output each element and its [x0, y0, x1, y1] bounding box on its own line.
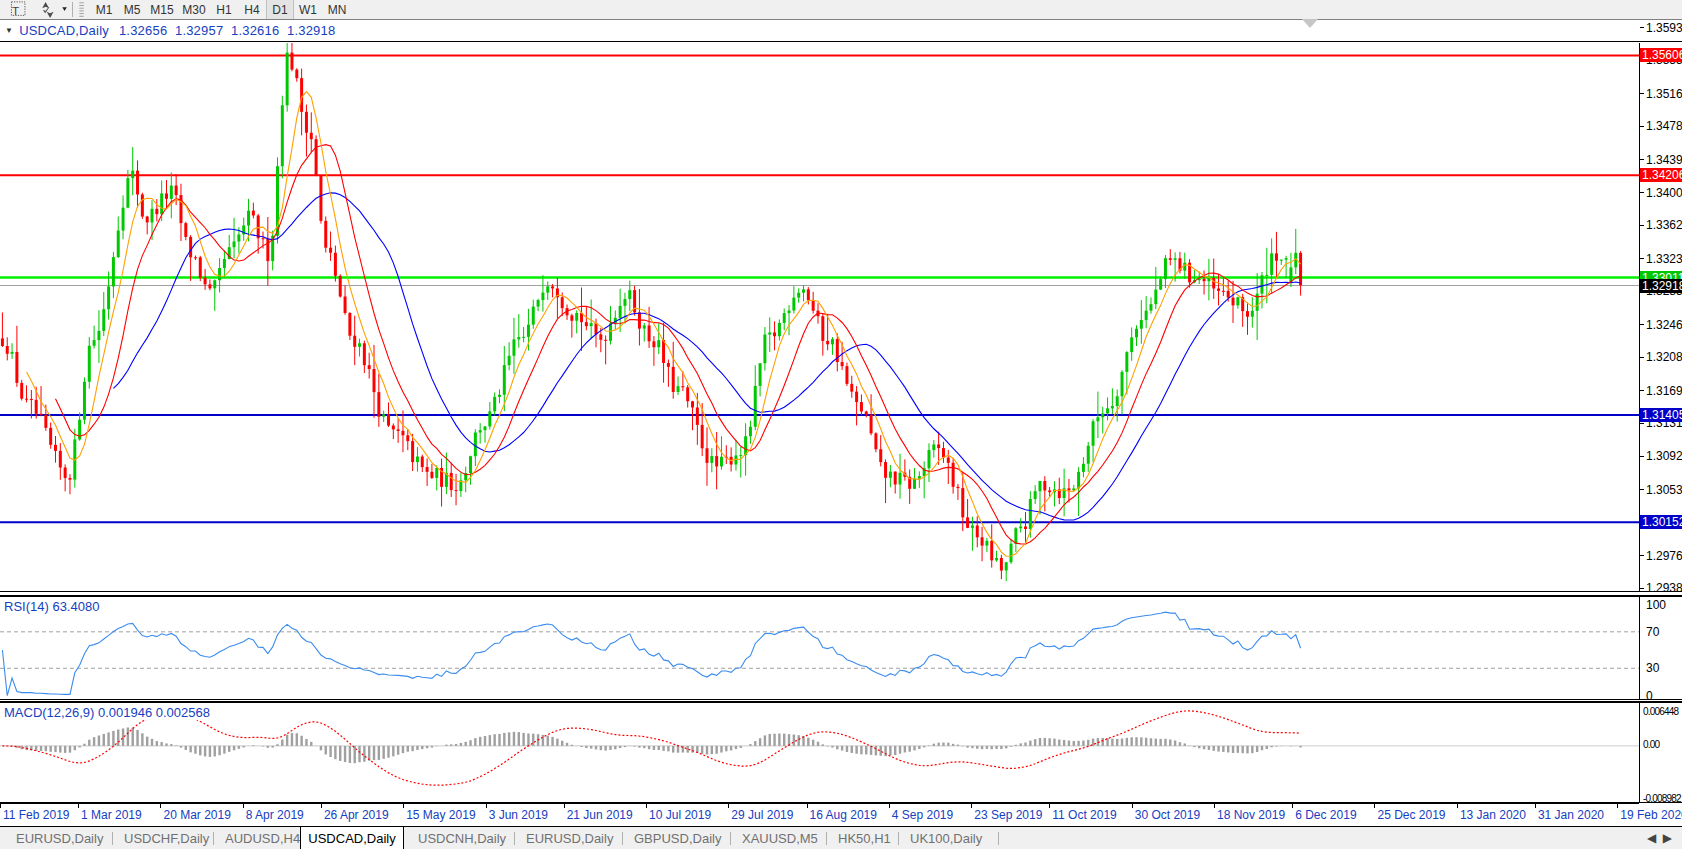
svg-text:T: T — [12, 4, 19, 17]
